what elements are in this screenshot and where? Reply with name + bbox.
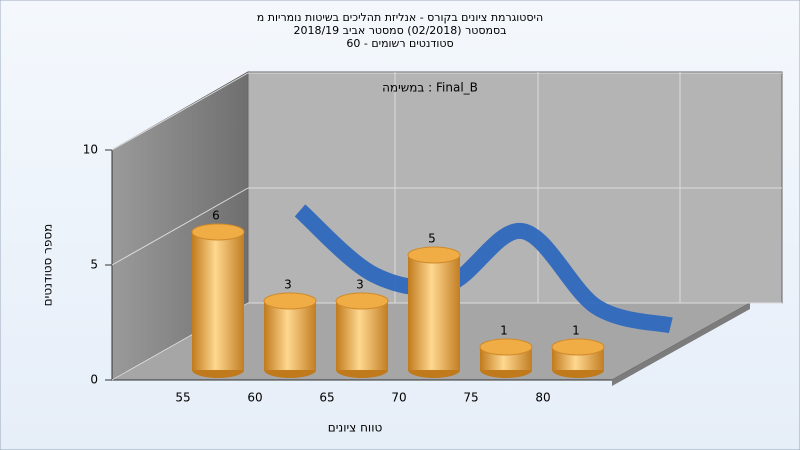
- data-label: 3: [356, 278, 364, 292]
- bar-top: [551, 338, 605, 356]
- data-label: 3: [284, 278, 292, 292]
- title-line: היסטוגרמת ציונים בקורס - אנליזת תהליכים …: [257, 11, 543, 24]
- title-line: בסמסטר (02/2018) סמסטר אביב 2018/19: [293, 24, 506, 37]
- y-tick-label: 10: [83, 143, 98, 157]
- x-axis-title: טווח ציונים: [328, 421, 383, 435]
- bar: [336, 301, 388, 370]
- x-tick-label: 75: [463, 391, 478, 405]
- y-tick-label: 5: [90, 258, 98, 272]
- x-tick-label: 65: [319, 391, 334, 405]
- bar-top: [191, 223, 245, 241]
- x-tick-label: 80: [535, 391, 550, 405]
- data-label: 1: [500, 324, 508, 338]
- x-tick-label: 55: [175, 391, 190, 405]
- bar: [408, 255, 460, 370]
- bar-top: [335, 292, 389, 310]
- title-line: סטודנטים רשומים - 60: [346, 37, 453, 50]
- bar: [192, 232, 244, 370]
- title: היסטוגרמת ציונים בקורס - אנליזת תהליכים …: [257, 11, 543, 50]
- data-label: 6: [212, 209, 220, 223]
- grid-line: [111, 187, 249, 266]
- x-tick-label: 70: [391, 391, 406, 405]
- bar-top: [407, 246, 461, 264]
- grid-line: [111, 72, 249, 151]
- bar-top: [479, 338, 533, 356]
- floor-edge: [612, 303, 750, 386]
- annotation: במשימה : Final_B: [382, 81, 478, 95]
- x-tick-label: 60: [247, 391, 262, 405]
- bar-top: [263, 292, 317, 310]
- curve: [294, 204, 673, 334]
- data-label: 5: [428, 232, 436, 246]
- y-tick-label: 0: [90, 373, 98, 387]
- y-axis-title: מספר סטודנטים: [41, 224, 55, 307]
- data-label: 1: [572, 324, 580, 338]
- bar: [264, 301, 316, 370]
